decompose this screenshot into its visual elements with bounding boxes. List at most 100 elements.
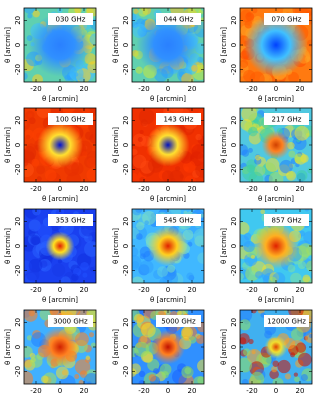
x-tick-label: -20 [246, 85, 257, 93]
x-tick-label: 0 [58, 185, 62, 193]
title-box [156, 113, 201, 125]
panel-title: 12000 GHz [267, 318, 306, 326]
x-axis-label: θ [arcmin] [150, 95, 186, 103]
x-tick-label: 20 [80, 85, 89, 93]
title-box [264, 13, 309, 25]
x-tick-label: 20 [188, 85, 197, 93]
y-tick-label: 20 [122, 318, 130, 327]
y-axis-label: θ [arcmin] [4, 329, 12, 365]
y-tick-label: 20 [230, 116, 238, 125]
x-axis-label: θ [arcmin] [42, 195, 78, 203]
y-tick-label: 20 [230, 318, 238, 327]
title-box [156, 315, 201, 327]
panel-title: 545 GHz [164, 217, 194, 225]
y-tick-label: -20 [122, 64, 130, 75]
x-axis-label: θ [arcmin] [150, 296, 186, 304]
y-axis-label: θ [arcmin] [220, 27, 228, 63]
x-tick-label: -20 [30, 286, 41, 294]
title-box [48, 113, 93, 125]
y-axis-label: θ [arcmin] [112, 127, 120, 163]
map-image [240, 8, 312, 82]
title-box [156, 13, 201, 25]
x-tick-label: 20 [188, 286, 197, 294]
y-axis-label: θ [arcmin] [4, 27, 12, 63]
title-box [48, 315, 93, 327]
y-tick-label: 0 [14, 345, 22, 349]
x-tick-label: -20 [246, 286, 257, 294]
y-tick-label: 20 [14, 116, 22, 125]
title-box [264, 214, 309, 226]
title-box [264, 113, 309, 125]
x-tick-label: -20 [138, 387, 149, 395]
panel-title: 100 GHz [56, 116, 86, 124]
x-tick-label: 0 [274, 286, 278, 294]
y-tick-label: 0 [122, 345, 130, 349]
y-tick-label: 0 [230, 43, 238, 47]
x-axis-label: θ [arcmin] [42, 296, 78, 304]
x-axis-label: θ [arcmin] [150, 195, 186, 203]
panel-title: 143 GHz [164, 116, 194, 124]
x-tick-label: -20 [30, 185, 41, 193]
title-box [48, 13, 93, 25]
y-tick-label: 0 [122, 143, 130, 147]
y-axis-label: θ [arcmin] [112, 228, 120, 264]
y-axis-label: θ [arcmin] [112, 27, 120, 63]
y-tick-label: 20 [230, 16, 238, 25]
x-tick-label: 0 [166, 185, 170, 193]
x-axis-label: θ [arcmin] [258, 95, 294, 103]
y-tick-label: -20 [230, 164, 238, 175]
x-tick-label: 0 [58, 286, 62, 294]
x-tick-label: 0 [166, 286, 170, 294]
x-tick-label: 0 [58, 85, 62, 93]
y-tick-label: 0 [230, 345, 238, 349]
x-axis-label: θ [arcmin] [258, 296, 294, 304]
y-tick-label: 0 [14, 43, 22, 47]
x-tick-label: 20 [296, 387, 305, 395]
y-tick-label: 20 [122, 116, 130, 125]
panel-title: 353 GHz [56, 217, 86, 225]
x-tick-label: 20 [188, 185, 197, 193]
x-tick-label: 20 [296, 185, 305, 193]
x-tick-label: 0 [166, 85, 170, 93]
map-image [240, 310, 312, 384]
y-tick-label: -20 [14, 64, 22, 75]
x-axis-label: θ [arcmin] [42, 95, 78, 103]
x-tick-label: -20 [246, 387, 257, 395]
x-tick-label: -20 [246, 185, 257, 193]
x-tick-label: -20 [30, 85, 41, 93]
y-tick-label: 20 [230, 217, 238, 226]
x-tick-label: 20 [80, 286, 89, 294]
panel-title: 3000 GHz [53, 318, 88, 326]
x-tick-label: 20 [296, 85, 305, 93]
y-tick-label: -20 [14, 265, 22, 276]
y-tick-label: 0 [122, 43, 130, 47]
y-tick-label: -20 [122, 164, 130, 175]
title-box [264, 315, 309, 327]
y-tick-label: 0 [14, 244, 22, 248]
y-axis-label: θ [arcmin] [112, 329, 120, 365]
title-box [48, 214, 93, 226]
y-tick-label: 0 [230, 244, 238, 248]
panel-title: 030 GHz [56, 16, 86, 24]
x-tick-label: -20 [138, 185, 149, 193]
y-tick-label: -20 [122, 366, 130, 377]
x-tick-label: 0 [58, 387, 62, 395]
y-tick-label: -20 [230, 366, 238, 377]
y-axis-label: θ [arcmin] [220, 329, 228, 365]
y-tick-label: -20 [14, 366, 22, 377]
y-tick-label: -20 [14, 164, 22, 175]
y-tick-label: 20 [122, 16, 130, 25]
y-tick-label: -20 [122, 265, 130, 276]
panel-title: 857 GHz [272, 217, 302, 225]
y-tick-label: 20 [122, 217, 130, 226]
x-tick-label: 0 [274, 185, 278, 193]
x-tick-label: 20 [80, 387, 89, 395]
